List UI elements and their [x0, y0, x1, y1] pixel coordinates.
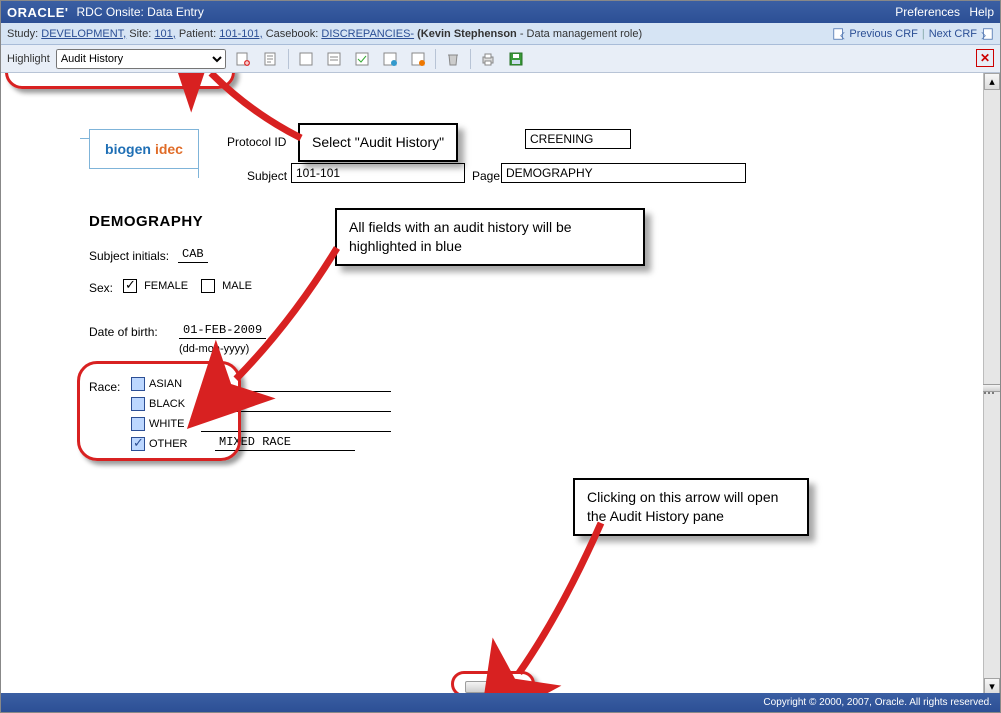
- verify-icon[interactable]: [379, 48, 401, 70]
- subject-initials-label: Subject initials:: [89, 249, 169, 263]
- preferences-link[interactable]: Preferences: [895, 5, 960, 19]
- highlight-dropdown[interactable]: Audit History: [56, 49, 226, 69]
- oracle-logo: ORACLE': [7, 5, 68, 20]
- footer-bar: Copyright © 2000, 2007, Oracle. All righ…: [1, 693, 1000, 712]
- female-checkbox[interactable]: [123, 279, 137, 293]
- subject-label: Subject: [247, 169, 287, 183]
- previous-crf-label: Previous CRF: [849, 28, 917, 40]
- annotation-ring-dropdown: [5, 73, 235, 89]
- close-button[interactable]: ✕: [976, 49, 994, 67]
- print-icon[interactable]: [477, 48, 499, 70]
- form-check-icon[interactable]: [351, 48, 373, 70]
- copyright-text: Copyright © 2000, 2007, Oracle. All righ…: [763, 697, 992, 708]
- next-crf-label: Next CRF: [929, 28, 977, 40]
- approve-icon[interactable]: [407, 48, 429, 70]
- investigator-comment-icon[interactable]: [260, 48, 282, 70]
- section-title: DEMOGRAPHY: [89, 213, 203, 230]
- sponsor-logo: biogenidec: [89, 129, 199, 169]
- study-link[interactable]: DEVELOPMENT,: [41, 28, 126, 40]
- casebook-label: Casebook:: [266, 28, 319, 40]
- page-next-icon: [980, 27, 994, 41]
- male-checkbox[interactable]: [201, 279, 215, 293]
- annotation-ring-race: [77, 361, 241, 461]
- form-blank-icon[interactable]: [295, 48, 317, 70]
- form-mark-icon[interactable]: [323, 48, 345, 70]
- patient-label: Patient:: [179, 28, 216, 40]
- toolbar: Highlight Audit History ✕: [1, 45, 1000, 73]
- form-canvas: biogenidec Protocol ID CREENING Subject …: [1, 73, 983, 695]
- subject-value: 101-101: [291, 163, 465, 183]
- delete-icon[interactable]: [442, 48, 464, 70]
- highlight-label: Highlight: [7, 53, 50, 65]
- study-label: Study:: [7, 28, 38, 40]
- casebook-link[interactable]: DISCREPANCIES-: [321, 28, 414, 40]
- protocol-id-label: Protocol ID: [227, 135, 286, 149]
- subject-initials-value[interactable]: CAB: [178, 247, 208, 263]
- previous-crf-button[interactable]: Previous CRF: [832, 27, 917, 41]
- callout-fields-highlighted: All fields with an audit history will be…: [335, 208, 645, 266]
- window-title: RDC Onsite: Data Entry: [76, 5, 203, 19]
- title-bar: ORACLE' RDC Onsite: Data Entry Preferenc…: [1, 1, 1000, 23]
- female-label: FEMALE: [144, 280, 188, 292]
- page-prev-icon: [832, 27, 846, 41]
- patient-link[interactable]: 101-101,: [219, 28, 262, 40]
- callout-open-pane: Clicking on this arrow will open the Aud…: [573, 478, 809, 536]
- next-crf-button[interactable]: Next CRF: [929, 27, 994, 41]
- page-value: DEMOGRAPHY: [501, 163, 746, 183]
- add-discrepancy-icon[interactable]: [232, 48, 254, 70]
- site-label: Site:: [129, 28, 151, 40]
- page-label: Page: [472, 169, 500, 183]
- site-link[interactable]: 101,: [154, 28, 175, 40]
- save-icon[interactable]: [505, 48, 527, 70]
- vertical-scrollbar[interactable]: ▴ ▾: [983, 73, 1000, 695]
- visit-value: CREENING: [525, 129, 631, 149]
- annotation-ring-splitter: [451, 671, 535, 695]
- dob-hint: (dd-mon-yyyy): [179, 343, 249, 355]
- scrollbar-splitter[interactable]: [983, 384, 1000, 392]
- person-role: - Data management role): [520, 28, 642, 40]
- scroll-up-arrow[interactable]: ▴: [984, 73, 1000, 90]
- dob-label: Date of birth:: [89, 325, 158, 339]
- help-link[interactable]: Help: [969, 5, 994, 19]
- male-label: MALE: [222, 280, 252, 292]
- breadcrumb-bar: Study: DEVELOPMENT, Site: 101, Patient: …: [1, 23, 1000, 45]
- dob-value[interactable]: 01-FEB-2009: [179, 323, 266, 339]
- callout-select-audit-history: Select "Audit History": [298, 123, 458, 162]
- sex-label: Sex:: [89, 281, 113, 295]
- person-name: (Kevin Stephenson: [417, 28, 517, 40]
